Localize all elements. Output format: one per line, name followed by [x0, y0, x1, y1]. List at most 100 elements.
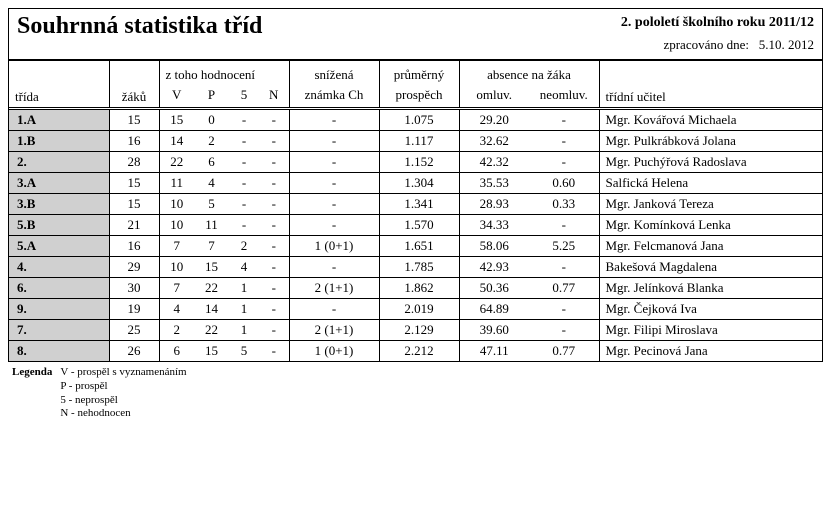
cell-V: 14 — [159, 131, 194, 152]
cell-5: 1 — [229, 299, 259, 320]
cell-neomluv: - — [529, 320, 599, 341]
table-row: 8.266155-1 (0+1)2.21247.110.77Mgr. Pecin… — [9, 341, 822, 362]
cell-P: 22 — [194, 320, 229, 341]
cell-V: 10 — [159, 215, 194, 236]
cell-5: - — [229, 215, 259, 236]
legend-item: 5 - neprospěl — [60, 394, 186, 408]
cell-5: - — [229, 173, 259, 194]
cell-ucitel: Mgr. Komínková Lenka — [599, 215, 822, 236]
table-head: třída žáků z toho hodnocení snížená prům… — [9, 61, 822, 109]
cell-N: - — [259, 109, 289, 131]
cell-zaku: 25 — [109, 320, 159, 341]
cell-N: - — [259, 320, 289, 341]
cell-5: 1 — [229, 278, 259, 299]
cell-prumer: 1.304 — [379, 173, 459, 194]
cell-N: - — [259, 257, 289, 278]
cell-prumer: 1.341 — [379, 194, 459, 215]
report-title: Souhrnná statistika tříd — [17, 13, 621, 40]
cell-N: - — [259, 194, 289, 215]
cell-V: 15 — [159, 109, 194, 131]
cell-P: 14 — [194, 299, 229, 320]
col-N: N — [259, 85, 289, 109]
legend-item: P - prospěl — [60, 380, 186, 394]
cell-omluv: 28.93 — [459, 194, 529, 215]
cell-neomluv: - — [529, 299, 599, 320]
table-row: 1.A15150---1.07529.20-Mgr. Kovářová Mich… — [9, 109, 822, 131]
cell-prumer: 1.570 — [379, 215, 459, 236]
col-prumer-2: prospěch — [379, 85, 459, 109]
col-V: V — [159, 85, 194, 109]
cell-trida: 4. — [9, 257, 109, 278]
cell-trida: 1.A — [9, 109, 109, 131]
col-5: 5 — [229, 85, 259, 109]
cell-V: 2 — [159, 320, 194, 341]
cell-omluv: 42.93 — [459, 257, 529, 278]
cell-ucitel: Mgr. Pecinová Jana — [599, 341, 822, 362]
cell-snizena: 1 (0+1) — [289, 341, 379, 362]
stats-table: třída žáků z toho hodnocení snížená prům… — [9, 61, 822, 361]
cell-snizena: - — [289, 299, 379, 320]
table-body: 1.A15150---1.07529.20-Mgr. Kovářová Mich… — [9, 109, 822, 362]
cell-prumer: 2.129 — [379, 320, 459, 341]
cell-omluv: 35.53 — [459, 173, 529, 194]
cell-ucitel: Bakešová Magdalena — [599, 257, 822, 278]
cell-zaku: 15 — [109, 194, 159, 215]
cell-snizena: - — [289, 109, 379, 131]
report-meta: 2. pololetí školního roku 2011/12 zpraco… — [621, 13, 814, 53]
cell-prumer: 2.019 — [379, 299, 459, 320]
cell-V: 7 — [159, 278, 194, 299]
cell-V: 10 — [159, 194, 194, 215]
cell-neomluv: - — [529, 257, 599, 278]
cell-ucitel: Mgr. Felcmanová Jana — [599, 236, 822, 257]
col-zaku: žáků — [109, 61, 159, 109]
cell-P: 6 — [194, 152, 229, 173]
cell-snizena: - — [289, 194, 379, 215]
legend-label: Legenda — [12, 366, 52, 378]
cell-N: - — [259, 152, 289, 173]
cell-N: - — [259, 299, 289, 320]
col-P: P — [194, 85, 229, 109]
col-hodnoceni-group: z toho hodnocení — [159, 61, 289, 85]
col-ucitel: třídní učitel — [599, 61, 822, 109]
table-row: 7.252221-2 (1+1)2.12939.60-Mgr. Filipi M… — [9, 320, 822, 341]
cell-trida: 5.B — [9, 215, 109, 236]
col-snizena-2: známka Ch — [289, 85, 379, 109]
table-row: 2.28226---1.15242.32-Mgr. Puchýřová Rado… — [9, 152, 822, 173]
cell-neomluv: - — [529, 131, 599, 152]
cell-ucitel: Mgr. Filipi Miroslava — [599, 320, 822, 341]
table-row: 6.307221-2 (1+1)1.86250.360.77Mgr. Jelín… — [9, 278, 822, 299]
cell-5: 5 — [229, 341, 259, 362]
report-period: 2. pololetí školního roku 2011/12 — [621, 15, 814, 31]
cell-P: 15 — [194, 257, 229, 278]
processed-date: 5.10. 2012 — [759, 37, 814, 52]
cell-neomluv: - — [529, 152, 599, 173]
cell-V: 6 — [159, 341, 194, 362]
col-snizena-1: snížená — [289, 61, 379, 85]
cell-zaku: 16 — [109, 131, 159, 152]
cell-prumer: 1.117 — [379, 131, 459, 152]
cell-ucitel: Mgr. Puchýřová Radoslava — [599, 152, 822, 173]
cell-5: 2 — [229, 236, 259, 257]
cell-omluv: 32.62 — [459, 131, 529, 152]
cell-V: 11 — [159, 173, 194, 194]
cell-ucitel: Mgr. Čejková Iva — [599, 299, 822, 320]
col-trida: třída — [9, 61, 109, 109]
cell-trida: 9. — [9, 299, 109, 320]
cell-N: - — [259, 215, 289, 236]
cell-P: 7 — [194, 236, 229, 257]
cell-snizena: - — [289, 173, 379, 194]
cell-omluv: 42.32 — [459, 152, 529, 173]
cell-omluv: 50.36 — [459, 278, 529, 299]
cell-neomluv: 5.25 — [529, 236, 599, 257]
cell-5: 4 — [229, 257, 259, 278]
legend-item: V - prospěl s vyznamenáním — [60, 366, 186, 380]
col-absence-group: absence na žáka — [459, 61, 599, 85]
cell-snizena: 2 (1+1) — [289, 320, 379, 341]
cell-prumer: 1.785 — [379, 257, 459, 278]
cell-snizena: - — [289, 257, 379, 278]
cell-omluv: 39.60 — [459, 320, 529, 341]
cell-N: - — [259, 173, 289, 194]
cell-V: 4 — [159, 299, 194, 320]
cell-P: 5 — [194, 194, 229, 215]
cell-omluv: 64.89 — [459, 299, 529, 320]
